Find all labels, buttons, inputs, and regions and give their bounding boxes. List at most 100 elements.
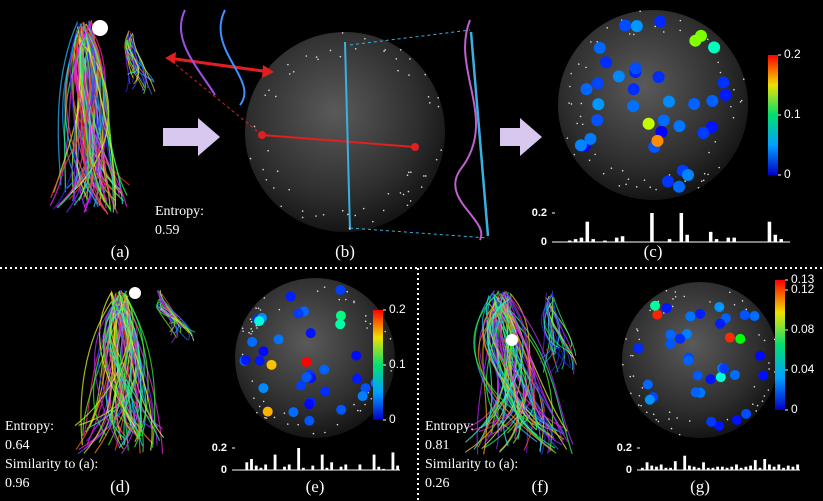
hist-bar xyxy=(697,468,700,470)
glyph xyxy=(619,19,631,31)
point xyxy=(754,386,756,388)
glyph xyxy=(613,70,625,82)
glyph xyxy=(714,302,724,312)
glyph xyxy=(685,311,695,321)
point xyxy=(644,179,646,181)
point xyxy=(762,400,764,402)
point xyxy=(578,63,580,65)
point xyxy=(410,200,412,202)
hist-bar xyxy=(787,466,790,470)
point xyxy=(669,174,671,176)
point xyxy=(729,292,731,294)
point xyxy=(574,154,576,156)
glyph xyxy=(720,89,732,101)
hist-bar xyxy=(685,235,689,242)
glyph xyxy=(740,310,750,320)
glyph xyxy=(335,319,345,329)
point xyxy=(590,41,592,43)
point xyxy=(436,159,438,161)
marker xyxy=(92,20,108,36)
stat-text: Similarity to (a): xyxy=(5,457,98,472)
point xyxy=(275,96,277,98)
hist-bar xyxy=(730,467,733,470)
point xyxy=(255,307,257,309)
point xyxy=(672,298,674,300)
point xyxy=(353,300,355,302)
panel-label: (g) xyxy=(690,477,710,496)
point xyxy=(383,210,385,212)
point xyxy=(633,34,635,36)
point xyxy=(742,300,744,302)
point xyxy=(252,331,254,333)
point xyxy=(636,186,638,188)
glyph xyxy=(255,356,265,366)
point xyxy=(733,117,735,119)
point xyxy=(633,375,635,377)
point xyxy=(242,354,244,356)
point xyxy=(370,323,372,325)
point xyxy=(440,149,442,151)
point xyxy=(718,167,720,169)
point xyxy=(250,318,252,320)
hist-bar xyxy=(716,467,719,470)
glyph xyxy=(693,371,703,381)
panel-label: (a) xyxy=(111,242,130,261)
point xyxy=(306,55,308,57)
hist-bar xyxy=(274,455,277,470)
glyph xyxy=(654,15,666,27)
point xyxy=(630,355,632,357)
point xyxy=(277,170,279,172)
glyph xyxy=(706,95,718,107)
glyph xyxy=(689,35,701,47)
point xyxy=(409,58,411,60)
point xyxy=(646,412,648,414)
point xyxy=(364,404,366,406)
point xyxy=(397,70,399,72)
hist-tick-label: 0 xyxy=(626,464,632,476)
point xyxy=(649,310,651,312)
point xyxy=(740,101,742,103)
stat-text: 0.64 xyxy=(5,438,30,453)
arrowhead xyxy=(165,52,176,64)
point xyxy=(250,333,252,335)
point xyxy=(258,308,260,310)
point xyxy=(364,38,366,40)
point xyxy=(363,208,365,210)
point xyxy=(424,74,426,76)
point xyxy=(768,368,770,370)
point xyxy=(698,187,700,189)
point xyxy=(707,174,709,176)
glyph xyxy=(673,120,685,132)
glyph xyxy=(254,316,264,326)
point xyxy=(423,175,425,177)
point xyxy=(708,152,710,154)
point xyxy=(638,339,640,341)
point xyxy=(347,214,349,216)
point xyxy=(576,123,578,125)
stat-text: 0.59 xyxy=(155,223,180,238)
hist-bar xyxy=(646,462,649,470)
point xyxy=(701,180,703,182)
point xyxy=(253,397,255,399)
point xyxy=(390,338,392,340)
panel-label: (f) xyxy=(532,477,549,496)
glyph xyxy=(651,135,663,147)
glyph xyxy=(663,96,675,108)
glyph xyxy=(715,319,725,329)
point xyxy=(611,167,613,169)
point xyxy=(383,50,385,52)
point xyxy=(622,364,624,366)
point xyxy=(279,309,281,311)
point xyxy=(428,96,430,98)
point xyxy=(741,100,743,102)
point xyxy=(585,67,587,69)
glyph xyxy=(628,83,640,95)
panel-label: (c) xyxy=(644,242,663,261)
point xyxy=(349,227,351,229)
glyph xyxy=(627,100,639,112)
glyph xyxy=(697,127,709,139)
point xyxy=(260,309,262,311)
sphere xyxy=(622,282,778,438)
hist-bar xyxy=(359,465,362,471)
point xyxy=(689,420,691,422)
